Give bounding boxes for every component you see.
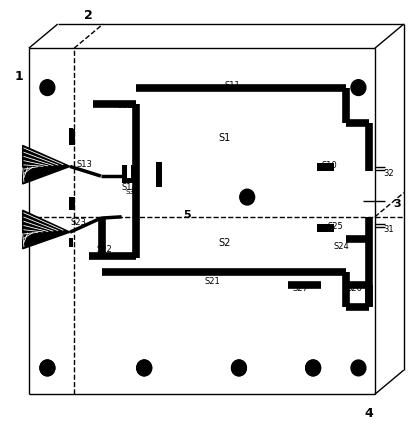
Text: 31: 31	[383, 226, 394, 234]
Circle shape	[137, 360, 152, 376]
Text: S21: S21	[204, 277, 220, 286]
Circle shape	[40, 360, 55, 376]
Text: S1: S1	[218, 133, 231, 143]
Bar	[122, 178, 137, 183]
Circle shape	[232, 360, 246, 376]
Polygon shape	[23, 145, 70, 184]
Text: 5: 5	[184, 211, 191, 220]
Bar	[131, 165, 136, 178]
Text: 4: 4	[364, 407, 373, 420]
Circle shape	[306, 360, 321, 376]
Text: 3: 3	[394, 199, 401, 208]
Bar	[317, 224, 334, 232]
Text: S23: S23	[71, 218, 87, 227]
Circle shape	[351, 360, 366, 376]
Text: S14: S14	[122, 183, 137, 192]
Circle shape	[232, 360, 246, 376]
Text: S26: S26	[347, 284, 363, 293]
Circle shape	[240, 189, 255, 205]
Circle shape	[40, 360, 55, 376]
Bar	[69, 129, 75, 145]
Text: S2: S2	[218, 238, 231, 248]
Text: S3: S3	[126, 189, 135, 195]
Text: S25: S25	[328, 223, 344, 231]
Circle shape	[306, 360, 321, 376]
Bar	[69, 238, 73, 247]
Text: 1: 1	[14, 70, 23, 83]
Circle shape	[351, 80, 366, 95]
Text: 32: 32	[383, 169, 394, 177]
Text: S24: S24	[334, 242, 349, 251]
Text: S12: S12	[117, 101, 133, 110]
Bar	[317, 163, 334, 171]
Bar	[69, 197, 75, 210]
Text: S27: S27	[293, 284, 309, 293]
Circle shape	[40, 80, 55, 95]
Circle shape	[137, 360, 152, 376]
Text: S11: S11	[225, 81, 241, 90]
Text: 2: 2	[84, 9, 93, 22]
Bar	[69, 128, 73, 139]
Text: S22: S22	[97, 245, 112, 254]
Text: S10: S10	[321, 161, 337, 170]
Bar	[156, 162, 162, 187]
Bar	[122, 165, 127, 178]
Polygon shape	[23, 210, 70, 249]
Text: S13: S13	[76, 160, 92, 169]
